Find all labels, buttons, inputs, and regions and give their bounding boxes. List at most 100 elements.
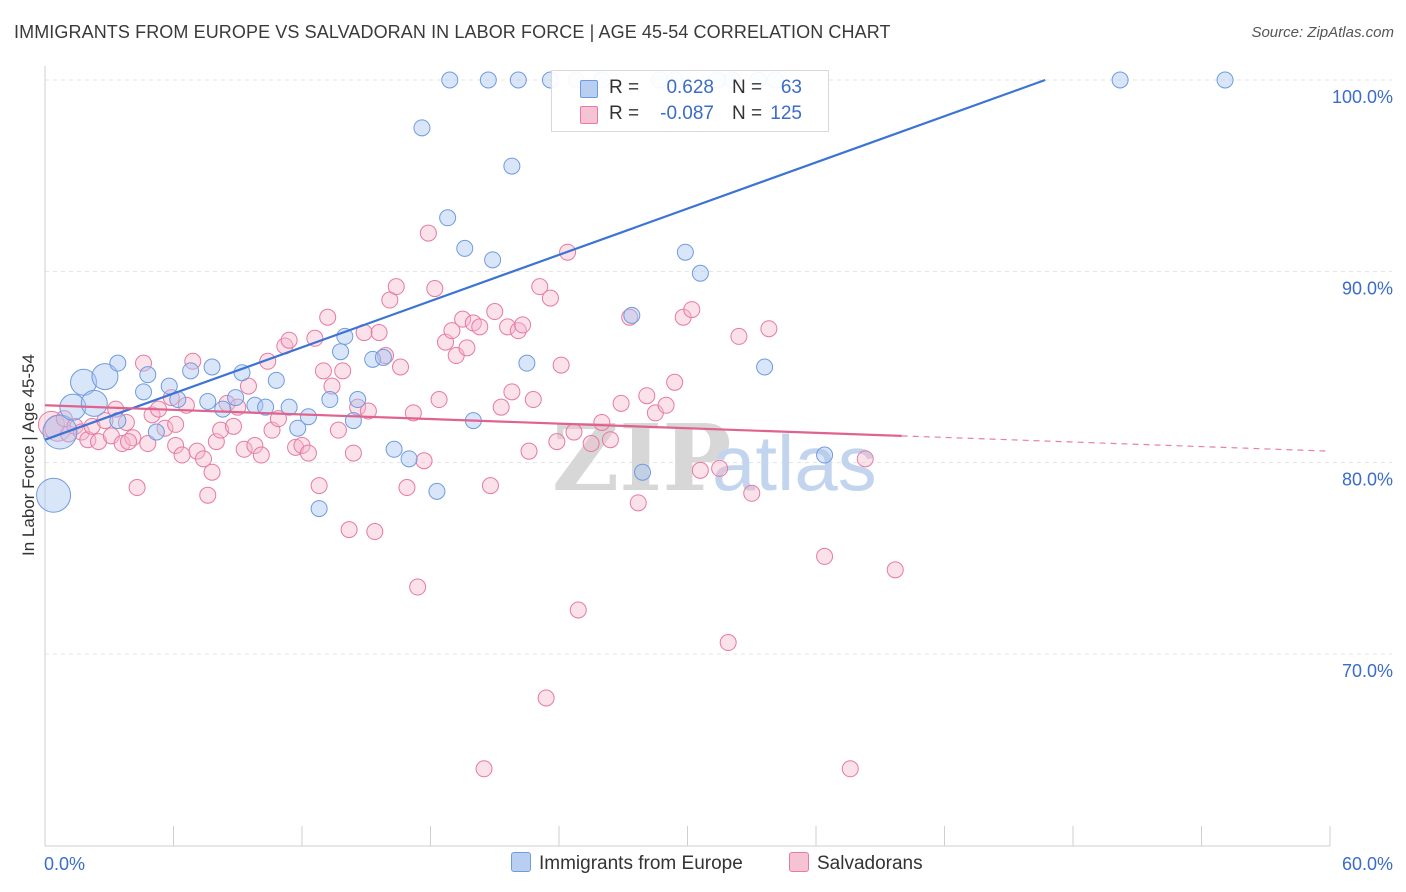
salvadoran-point — [167, 436, 185, 454]
y-tick-label: 80.0% — [1342, 470, 1393, 490]
bottom-legend-swatch-europe — [511, 852, 531, 872]
salvadoran-point — [760, 320, 778, 338]
salvadoran-point — [541, 289, 559, 307]
salvadoran-point — [548, 433, 566, 451]
salvadoran-point — [503, 383, 521, 401]
salvadoran-point — [492, 398, 510, 416]
europe-point — [400, 450, 418, 468]
legend-n-label: N = — [732, 103, 763, 124]
salvadoran-point — [638, 387, 656, 405]
salvadoran-point — [419, 224, 437, 242]
salvadoran-point — [552, 356, 570, 374]
salvadoran-point — [135, 354, 153, 372]
salvadoran-point — [409, 578, 427, 596]
salvadoran-point — [471, 318, 489, 336]
salvadoran-point — [207, 433, 225, 451]
salvadoran-point — [117, 413, 135, 431]
europe-trend-line — [44, 78, 1046, 441]
salvadoran-point — [194, 450, 212, 468]
salvadoran-point — [531, 278, 549, 296]
europe-point — [428, 482, 446, 500]
europe-point — [109, 354, 127, 372]
salvadoran-point — [415, 452, 433, 470]
europe-point — [1216, 71, 1234, 89]
legend-swatch-salvadorans — [580, 106, 598, 124]
salvadoran-point — [280, 331, 298, 349]
salvadoran-point — [621, 308, 639, 326]
salvadoran-point — [314, 362, 332, 380]
legend-r-label: R = — [609, 103, 640, 124]
salvadoran-point — [629, 494, 647, 512]
legend-r-value-salvadorans: -0.087 — [660, 103, 714, 124]
europe-point — [227, 389, 245, 407]
europe-point — [518, 354, 536, 372]
bottom-legend-europe: Immigrants from Europe — [511, 852, 743, 875]
salvadoran-point — [430, 391, 448, 409]
europe-point — [280, 398, 298, 416]
europe-point — [756, 358, 774, 376]
salvadoran-point — [398, 479, 416, 497]
europe-point — [91, 363, 119, 391]
europe-point — [509, 71, 527, 89]
legend-row-salvadorans: R = -0.087 N = 125 — [552, 101, 828, 127]
legend-row-europe: R = 0.628 N = 63 — [552, 75, 828, 101]
bottom-legend-swatch-salvadorans — [789, 852, 809, 872]
salvadoran-point — [481, 477, 499, 495]
salvadoran-trend-extension — [901, 435, 1331, 452]
salvadoran-point — [582, 435, 600, 453]
europe-point — [503, 157, 521, 175]
salvadoran-point — [143, 406, 161, 424]
salvadoran-point — [404, 404, 422, 422]
europe-point — [289, 419, 307, 437]
europe-point — [214, 400, 232, 418]
y-tick-label: 100.0% — [1332, 87, 1393, 107]
salvadoran-point — [683, 301, 701, 319]
europe-point — [364, 350, 382, 368]
y-tick-label: 70.0% — [1342, 661, 1393, 681]
europe-point — [349, 391, 367, 409]
europe-point — [139, 366, 157, 384]
watermark-zip: ZIP — [552, 404, 731, 512]
salvadoran-point — [319, 308, 337, 326]
salvadoran-point — [344, 444, 362, 462]
legend-swatch-europe — [580, 80, 598, 98]
legend-n-label: N = — [732, 77, 763, 98]
salvadoran-point — [443, 322, 461, 340]
salvadoran-point — [299, 444, 317, 462]
europe-point — [182, 362, 200, 380]
salvadoran-point — [167, 415, 185, 433]
salvadoran-point — [601, 431, 619, 449]
legend-r-label: R = — [609, 77, 640, 98]
legend-n-value-europe: 63 — [780, 77, 802, 98]
salvadoran-point — [691, 461, 709, 479]
salvadoran-point — [377, 347, 395, 365]
salvadoran-point — [612, 394, 630, 412]
salvadoran-point — [719, 634, 737, 652]
salvadoran-point — [113, 435, 131, 453]
stats-legend: R = 0.628 N = 63 R = -0.087 N = 125 — [551, 70, 829, 132]
y-axis-title: In Labor Force | Age 45-54 — [19, 354, 38, 556]
salvadoran-point — [486, 303, 504, 321]
salvadoran-point — [499, 318, 517, 336]
salvadoran-point — [856, 450, 874, 468]
salvadoran-point — [329, 421, 347, 439]
europe-point — [42, 414, 78, 450]
europe-point — [374, 348, 392, 366]
europe-point — [267, 371, 285, 389]
salvadoran-point — [392, 358, 410, 376]
gridlines: 70.0% 80.0% 90.0% 100.0% — [45, 79, 1393, 681]
legend-n-value-salvadorans: 125 — [770, 103, 802, 124]
salvadorans-points — [37, 224, 904, 778]
salvadoran-trend-line — [44, 404, 902, 437]
salvadoran-point — [323, 377, 341, 395]
salvadoran-point — [79, 431, 97, 449]
salvadoran-point — [565, 423, 583, 441]
salvadoran-point — [711, 459, 729, 477]
europe-point — [36, 477, 72, 513]
salvadoran-point — [475, 760, 493, 778]
salvadoran-point — [359, 402, 377, 420]
y-tick-label: 90.0% — [1342, 278, 1393, 298]
salvadoran-point — [730, 327, 748, 345]
salvadoran-point — [128, 479, 146, 497]
